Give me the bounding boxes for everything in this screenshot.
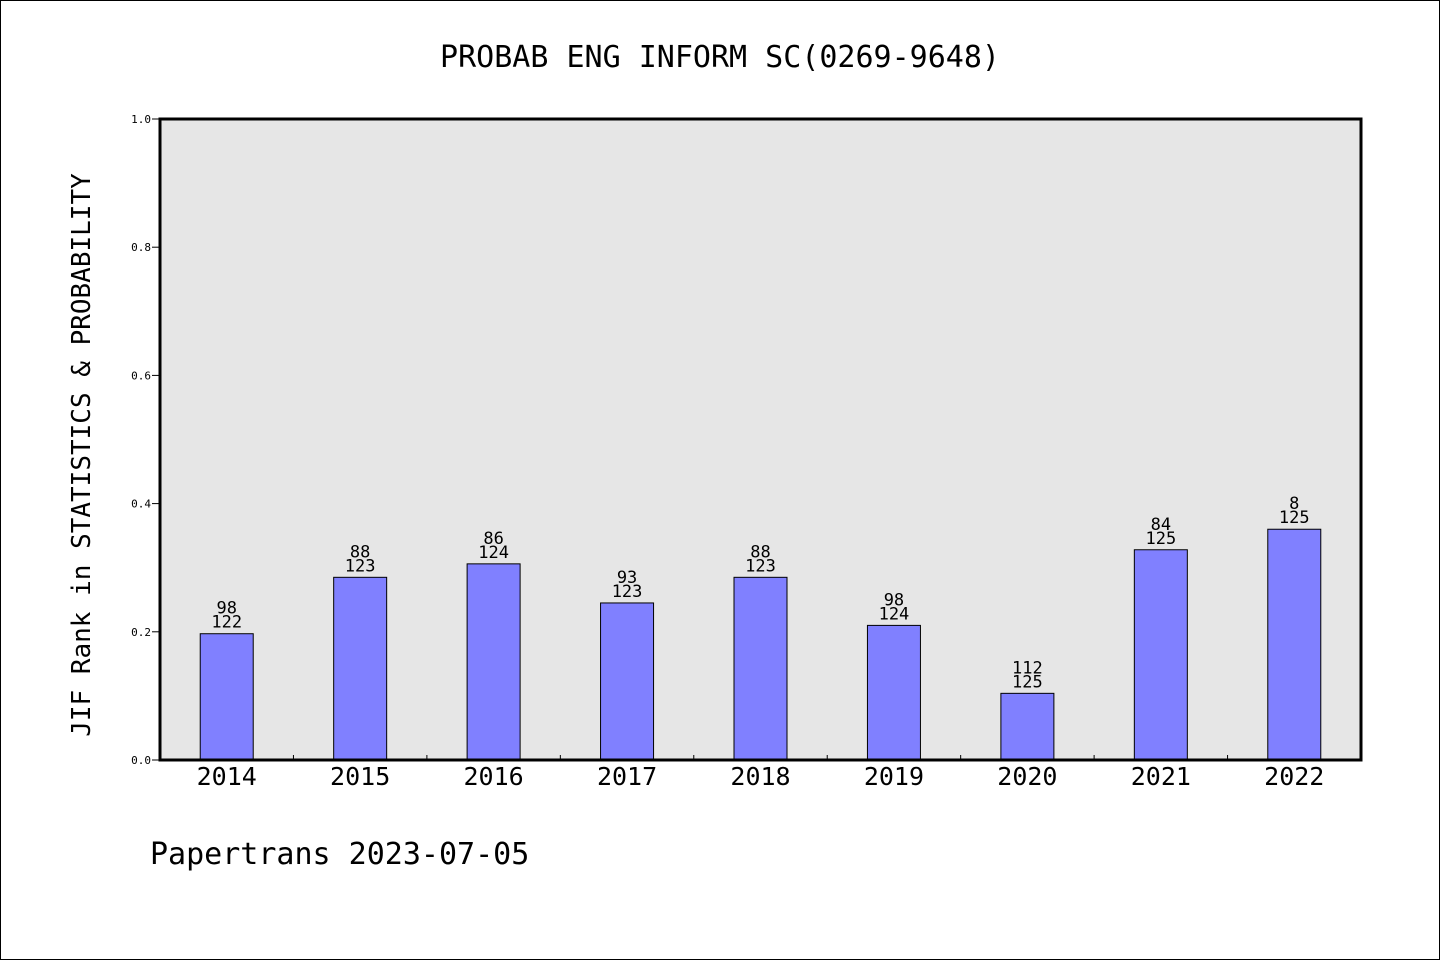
x-tick-label: 2018 xyxy=(730,762,790,791)
y-tick-label: 1.0 xyxy=(131,113,151,126)
y-tick-label: 0.4 xyxy=(131,498,151,511)
data-label-rank: 88 xyxy=(750,542,770,562)
x-tick-label: 2015 xyxy=(330,762,390,791)
data-label-total: 125 xyxy=(1145,529,1176,549)
data-label-total: 123 xyxy=(612,582,643,602)
bar-2022 xyxy=(1267,528,1322,761)
y-tick-label: 0.6 xyxy=(131,369,151,382)
x-tick-label: 2016 xyxy=(464,762,524,791)
data-label-total: 125 xyxy=(1279,508,1310,528)
data-label-rank: 112 xyxy=(1012,658,1043,678)
y-tick-label: 0.8 xyxy=(131,241,151,254)
data-label-rank: 93 xyxy=(617,568,637,588)
bar-2017 xyxy=(600,602,655,761)
data-label-rank: 8 xyxy=(1289,494,1299,514)
data-label-rank: 98 xyxy=(216,599,236,619)
data-label-total: 122 xyxy=(211,613,242,633)
y-axis-label: JIF Rank in STATISTICS & PROBABILITY xyxy=(67,173,97,737)
bar-2019 xyxy=(866,624,921,761)
y-tick-label: 0.2 xyxy=(131,626,151,639)
bar-2016 xyxy=(466,563,521,761)
x-tick-label: 2019 xyxy=(864,762,924,791)
y-axis-ticks: 0.0 0.2 0.4 0.6 0.8 1.0 xyxy=(131,113,160,767)
x-tick-label: 2017 xyxy=(597,762,657,791)
plot-border xyxy=(158,117,1363,762)
data-label-total: 125 xyxy=(1012,672,1043,692)
bar-2014 xyxy=(199,633,254,761)
bar-2018 xyxy=(733,576,788,761)
bar-2020 xyxy=(1000,692,1055,761)
bars-group xyxy=(199,528,1322,761)
data-label-rank: 88 xyxy=(350,542,370,562)
bar-2015 xyxy=(333,576,388,761)
data-label-total: 123 xyxy=(345,556,376,576)
data-label-rank: 98 xyxy=(884,590,904,610)
x-tick-label: 2020 xyxy=(997,762,1057,791)
bar-2021 xyxy=(1133,549,1188,761)
data-label-rank: 84 xyxy=(1151,515,1171,535)
data-label-total: 124 xyxy=(478,543,509,563)
data-label-total: 124 xyxy=(879,604,910,624)
y-tick-label: 0.0 xyxy=(131,754,151,767)
x-axis-ticks: 2014 2015 2016 2017 2018 2019 2020 2021 2022 xyxy=(197,755,1324,791)
chart-title: PROBAB ENG INFORM SC(0269-9648) xyxy=(440,40,1000,75)
data-label-rank: 86 xyxy=(483,529,503,549)
footer-text: Papertrans 2023-07-05 xyxy=(150,837,529,872)
x-tick-label: 2014 xyxy=(197,762,257,791)
data-labels-group: 9812288123861249312388123981241121258412… xyxy=(211,494,1309,692)
x-tick-label: 2022 xyxy=(1264,762,1324,791)
data-label-total: 123 xyxy=(745,556,776,576)
x-tick-label: 2021 xyxy=(1131,762,1191,791)
